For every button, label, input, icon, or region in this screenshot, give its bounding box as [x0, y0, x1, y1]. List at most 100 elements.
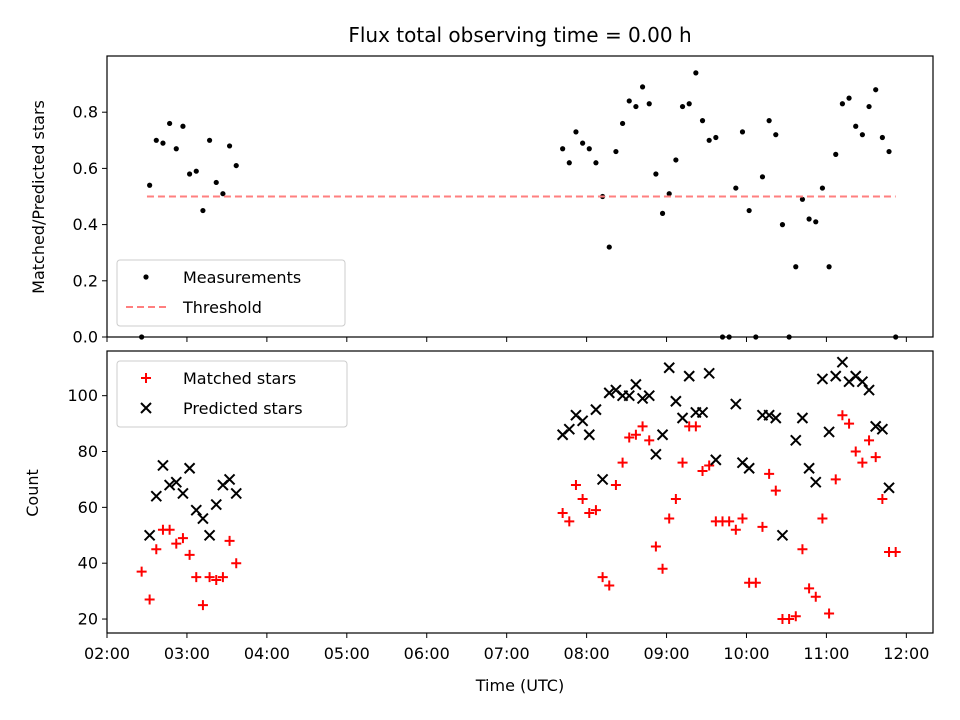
measurement-point: [206, 137, 213, 143]
top-y-tick-label: 0.4: [73, 215, 98, 234]
measurement-point: [893, 334, 899, 340]
matched-star-point: [737, 513, 748, 524]
matched-star-point: [730, 524, 741, 535]
matched-star-point: [764, 468, 775, 479]
measurement-point: [806, 216, 812, 222]
matched-star-point: [844, 418, 855, 429]
bottom-y-tick-label: 60: [78, 498, 98, 517]
matched-star-point: [797, 544, 808, 555]
legend-predicted-marker: [140, 402, 152, 414]
matched-star-point: [564, 516, 575, 527]
measurement-point: [233, 162, 239, 169]
chart-title: Flux total observing time = 0.00 h: [348, 23, 691, 47]
bottom-plot-panel: 20 40 60 80 100 02:00 03:00 04:00 05:00 06:00 07:0…: [67, 350, 934, 663]
predicted-star-point: [876, 423, 889, 435]
measurement-point: [886, 148, 892, 155]
matched-star-point: [624, 432, 635, 443]
matched-star-point: [144, 594, 155, 605]
legend-label: Matched stars: [183, 369, 296, 388]
measurement-point: [226, 143, 233, 149]
matched-star-point: [837, 410, 848, 421]
matched-star-point: [577, 493, 588, 504]
predicted-star-point: [670, 395, 682, 407]
bottom-y-axis-label: Count: [23, 469, 42, 517]
measurement-point: [666, 191, 672, 197]
measurement-point: [160, 140, 166, 146]
measurement-point: [866, 103, 872, 110]
matched-star-point: [617, 457, 628, 468]
bottom-axes-frame: [106, 350, 934, 634]
predicted-star-point: [643, 389, 655, 402]
measurement-point: [753, 334, 759, 340]
predicted-star-point: [790, 434, 802, 447]
measurement-point: [706, 137, 712, 143]
measurement-point: [719, 334, 726, 340]
predicted-star-point: [590, 403, 602, 416]
matched-star-point: [784, 614, 795, 625]
matched-star-point: [604, 580, 615, 591]
measurement-point: [566, 160, 572, 166]
measurement-point: [773, 132, 779, 138]
predicted-star-point: [223, 473, 236, 486]
measurement-point: [619, 120, 626, 127]
matched-star-point: [810, 591, 821, 602]
matched-star-point: [584, 507, 595, 518]
x-tick-label: 07:00: [484, 644, 530, 663]
x-tick-label: 09:00: [643, 644, 689, 663]
predicted-star-point: [197, 512, 209, 525]
measurement-point: [560, 146, 566, 152]
bottom-legend: Matched stars Predicted stars: [116, 360, 348, 428]
predicted-star-point: [603, 387, 615, 399]
measurement-point: [633, 103, 639, 110]
measurement-point: [826, 264, 832, 270]
measurement-point: [586, 146, 592, 152]
matched-star-point: [650, 541, 661, 552]
predicted-star-point: [177, 487, 189, 500]
predicted-star-point: [143, 529, 156, 541]
predicted-star-point: [623, 389, 635, 402]
measurement-point: [793, 264, 799, 270]
x-tick-label: 08:00: [564, 644, 610, 663]
matched-star-point: [890, 547, 901, 558]
measurement-point: [639, 84, 646, 90]
top-legend-box: [116, 259, 346, 327]
predicted-star-point: [823, 426, 835, 438]
matched-star-point: [204, 572, 215, 583]
measurement-point: [653, 171, 659, 177]
predicted-star-point: [863, 384, 875, 396]
matched-star-point: [171, 538, 182, 549]
matched-star-point: [824, 608, 835, 619]
measurement-point: [673, 157, 679, 163]
predicted-star-point: [203, 529, 216, 541]
top-y-tick-label: 0.0: [73, 328, 98, 347]
measurement-point: [679, 103, 686, 110]
top-y-axis-label: Matched/Predicted stars: [29, 100, 48, 294]
measurement-point: [147, 182, 153, 188]
measurement-point: [626, 98, 632, 104]
matched-star-point: [697, 466, 708, 477]
predicted-star-point: [583, 429, 595, 441]
measurement-point: [739, 129, 746, 135]
predicted-star-point: [183, 462, 196, 474]
predicted-star-point: [703, 367, 715, 380]
predicted-star-point: [763, 409, 775, 421]
measurement-point: [759, 174, 766, 180]
predicted-star-point: [656, 429, 669, 441]
matched-star-point: [644, 435, 655, 446]
matched-star-point: [757, 521, 768, 532]
measurement-point: [853, 123, 859, 129]
predicted-star-point: [157, 459, 169, 472]
predicted-star-point: [163, 479, 176, 491]
predicted-star-point: [210, 498, 222, 511]
measurement-point: [193, 168, 199, 174]
predicted-star-point: [830, 370, 842, 382]
matched-star-point: [597, 572, 608, 583]
predicted-star-point: [696, 406, 709, 419]
matched-star-point: [830, 474, 841, 485]
measurement-point: [733, 185, 739, 191]
x-tick-label: 03:00: [164, 644, 210, 663]
predicted-star-point: [883, 482, 895, 494]
matched-star-point: [136, 566, 147, 577]
legend-label: Predicted stars: [183, 399, 303, 418]
top-legend: Measurements Threshold: [116, 259, 346, 327]
